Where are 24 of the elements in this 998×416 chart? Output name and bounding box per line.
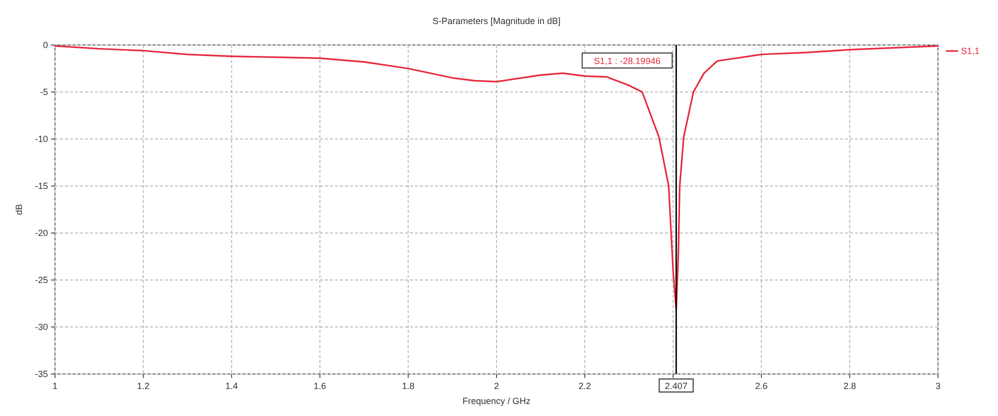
y-tick-label: -20: [34, 228, 48, 238]
x-tick-label: 1: [52, 381, 58, 391]
x-tick-label: 2.6: [755, 381, 768, 391]
x-tick-label: 2.8: [843, 381, 856, 391]
y-tick-label: -25: [34, 275, 48, 285]
y-tick-label: -30: [34, 322, 48, 332]
x-tick-label: 3: [935, 381, 941, 391]
x-tick-label: 1.2: [137, 381, 150, 391]
x-tick-label: 1.8: [402, 381, 414, 391]
y-axis-title: dB: [14, 204, 24, 216]
y-tick-label: 0: [42, 40, 48, 50]
annotation: S1,1 : -28.19946: [594, 56, 660, 66]
x-axis-title: Frequency / GHz: [462, 396, 532, 406]
chart-title: S-Parameters [Magnitude in dB]: [432, 16, 561, 26]
x-tick-label: 2.2: [578, 381, 592, 391]
x-tick-label: 1.6: [314, 381, 326, 391]
x-tick-label: 1.4: [225, 381, 238, 391]
x-tick-label: 2: [494, 381, 500, 391]
y-tick-label: -15: [34, 181, 48, 191]
y-tick-label: -5: [40, 87, 48, 97]
y-tick-label: -10: [34, 134, 48, 144]
ref-line-label: 2.407: [664, 381, 688, 391]
legend-label: S1,1: [961, 46, 980, 56]
y-tick-label: -35: [34, 369, 48, 379]
